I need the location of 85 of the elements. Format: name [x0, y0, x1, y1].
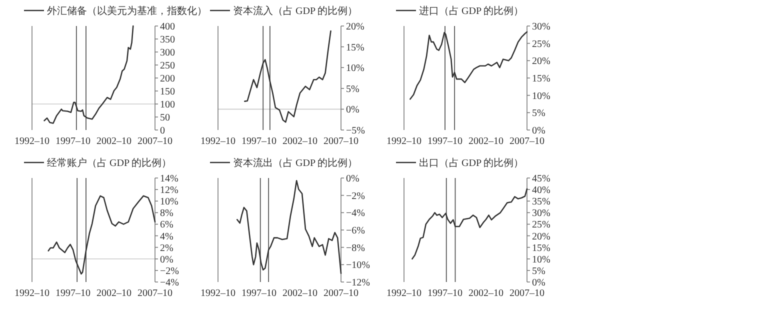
- y-tick-label: 15%: [346, 42, 364, 54]
- x-tick-label: 2007–10: [138, 136, 172, 147]
- x-tick-label: 2002–10: [468, 288, 504, 299]
- y-tick-label: 400: [160, 22, 175, 32]
- y-tick-label: 250: [160, 60, 175, 72]
- y-tick-label: −2%: [346, 190, 365, 202]
- y-tick-label: −6%: [346, 226, 365, 236]
- y-tick-label: 5%: [532, 266, 546, 277]
- x-tick-label: 1997–10: [428, 136, 462, 147]
- y-tick-label: 25%: [532, 38, 550, 50]
- y-tick-label: 10%: [532, 254, 550, 266]
- y-tick-label: 4%: [160, 231, 174, 242]
- x-tick-label: 2007–10: [510, 136, 544, 147]
- y-tick-label: 40%: [532, 185, 550, 196]
- line-series: [48, 195, 156, 275]
- y-tick-label: 20%: [346, 22, 364, 32]
- y-tick-label: −8%: [346, 242, 365, 254]
- y-tick-label: 350: [160, 34, 175, 46]
- legend-label: 外汇储备（以美元为基准，指数化）: [47, 5, 207, 17]
- y-tick-label: 45%: [532, 174, 550, 184]
- x-tick-label: 1992–10: [14, 288, 50, 299]
- y-tick-label: −12%: [346, 278, 370, 288]
- y-tick-label: −5%: [346, 126, 365, 136]
- x-tick-label: 1992–10: [386, 136, 422, 147]
- line-series: [236, 180, 342, 274]
- y-tick-label: 150: [160, 86, 175, 98]
- y-tick-label: 0%: [532, 126, 546, 136]
- y-tick-label: 30%: [532, 208, 550, 220]
- x-tick-label: 1992–10: [14, 136, 50, 147]
- x-tick-label: 1997–10: [242, 136, 276, 147]
- x-tick-label: 1997–10: [428, 288, 462, 299]
- x-tick-label: 2002–10: [96, 288, 132, 299]
- y-tick-label: 15%: [532, 74, 550, 84]
- y-tick-label: 5%: [532, 108, 546, 120]
- y-tick-label: 12%: [160, 185, 178, 196]
- y-tick-label: 10%: [532, 90, 550, 102]
- x-tick-label: 1992–10: [200, 288, 236, 299]
- y-tick-label: 2%: [160, 242, 174, 254]
- legend-label: 资本流入（占 GDP 的比例）: [233, 5, 358, 17]
- line-series: [412, 188, 528, 260]
- y-tick-label: 5%: [346, 84, 360, 95]
- x-tick-label: 2002–10: [468, 136, 504, 147]
- x-tick-label: 2002–10: [282, 288, 318, 299]
- y-tick-label: 200: [160, 74, 175, 84]
- y-tick-label: 300: [160, 48, 175, 58]
- y-tick-label: −4%: [346, 208, 365, 220]
- x-tick-label: 2007–10: [510, 288, 544, 299]
- line-series: [44, 25, 134, 124]
- x-tick-label: 2002–10: [96, 136, 132, 147]
- y-tick-label: 0: [160, 126, 165, 136]
- y-tick-label: 10%: [346, 63, 364, 74]
- x-tick-label: 1997–10: [56, 136, 90, 147]
- legend-label: 进口（占 GDP 的比例）: [419, 5, 524, 17]
- y-tick-label: 0%: [346, 104, 360, 116]
- y-tick-label: 15%: [532, 242, 550, 254]
- legend-label: 资本流出（占 GDP 的比例）: [233, 157, 358, 169]
- y-tick-label: 50: [160, 112, 170, 124]
- y-tick-label: 0%: [532, 278, 546, 288]
- x-tick-label: 2007–10: [324, 136, 358, 147]
- y-tick-label: 8%: [160, 208, 174, 220]
- y-tick-label: 6%: [160, 220, 174, 231]
- line-series: [410, 31, 528, 100]
- x-tick-label: 1997–10: [56, 288, 90, 299]
- y-tick-label: −10%: [346, 260, 370, 272]
- y-tick-label: −4%: [160, 278, 179, 288]
- y-tick-label: 25%: [532, 220, 550, 231]
- x-tick-label: 1992–10: [200, 136, 236, 147]
- x-tick-label: 1992–10: [386, 288, 422, 299]
- y-tick-label: 0%: [346, 174, 360, 184]
- legend-label: 出口（占 GDP 的比例）: [419, 157, 524, 169]
- line-series: [244, 30, 332, 123]
- y-tick-label: 20%: [532, 231, 550, 242]
- x-tick-label: 2002–10: [282, 136, 318, 147]
- y-tick-label: −2%: [160, 266, 179, 277]
- y-tick-label: 30%: [532, 22, 550, 32]
- y-tick-label: 35%: [532, 196, 550, 208]
- x-tick-label: 2007–10: [324, 288, 358, 299]
- y-tick-label: 20%: [532, 56, 550, 68]
- y-tick-label: 0%: [160, 254, 174, 266]
- y-tick-label: 14%: [160, 174, 178, 184]
- y-tick-label: 10%: [160, 196, 178, 208]
- x-tick-label: 2007–10: [138, 288, 172, 299]
- x-tick-label: 1997–10: [242, 288, 276, 299]
- y-tick-label: 100: [160, 100, 175, 110]
- legend-label: 经常账户（占 GDP 的比例）: [47, 157, 172, 169]
